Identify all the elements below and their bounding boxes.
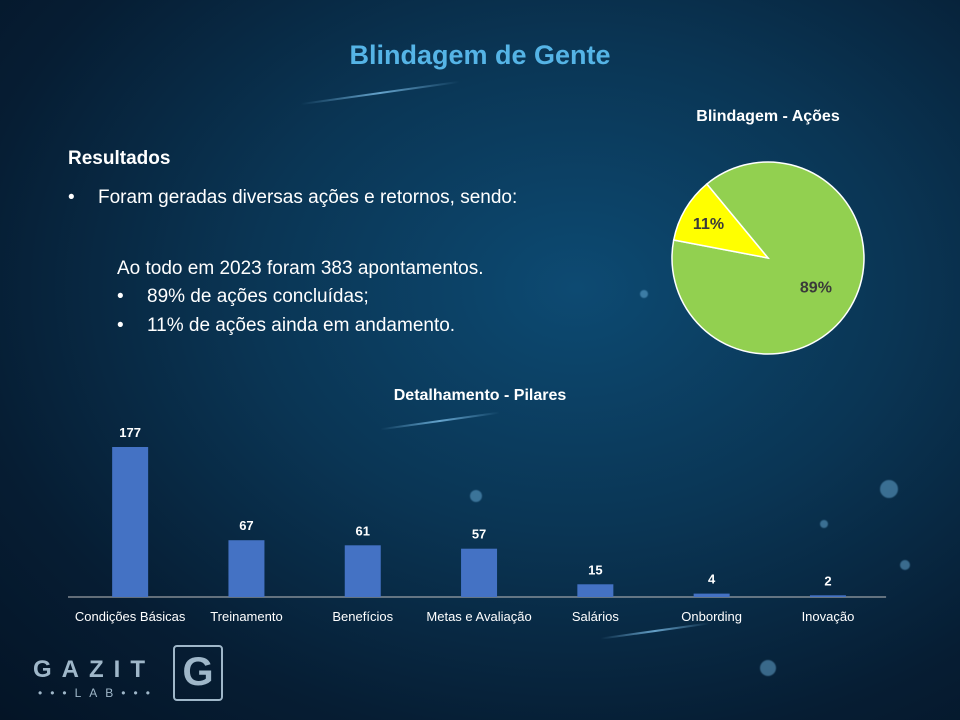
bar [693,593,730,597]
bar [344,545,381,597]
bar-value-label: 61 [356,523,370,538]
pie-chart: 89% 11% [671,161,865,355]
intro-bullet: • Foram geradas diversas ações e retornos… [68,187,517,209]
bar-value-label: 57 [472,527,486,542]
bullet-marker: • [68,187,75,208]
category-tick-label: Condições Básicas [75,609,186,624]
pie-chart-title: Blindagem - Ações [696,108,840,125]
bullet-marker: • [117,286,124,307]
bar-value-label: 4 [708,572,716,587]
bar [461,548,498,597]
page-title: Blindagem de Gente [349,40,611,70]
pie-slice [671,161,865,355]
bar-chart: 177 Condições Básicas 67 Treinamento 61 Benef… [68,425,887,624]
results-heading: Resultados [68,148,171,169]
logo-mark-icon: G [173,645,223,701]
category-tick-label: Inovação [802,609,855,624]
bar [112,447,149,597]
bar-value-label: 2 [824,573,831,588]
pie-slice [672,182,770,260]
category-tick-label: Onbording [681,609,742,624]
logo-sub: •••LAB••• [38,686,158,700]
pie-slice-label: 11% [693,216,724,233]
pie-slice-label: 89% [800,279,832,296]
intro-text: Foram geradas diversas ações e retornos,… [98,187,518,208]
category-tick-label: Metas e Avaliação [426,609,531,624]
category-tick-label: Salários [572,609,619,624]
bar [228,540,265,597]
bar [577,584,614,597]
list-item: • 89% de ações concluídas; [117,286,369,308]
list-item-text: 89% de ações concluídas; [147,286,369,307]
bar-chart-title: Detalhamento - Pilares [393,387,567,404]
category-tick-label: Treinamento [210,609,283,624]
bar-value-label: 15 [588,562,602,577]
gazit-lab-logo: GAZIT •••LAB••• G [28,640,228,710]
total-line: Ao todo em 2023 foram 383 apontamentos. [117,258,484,279]
list-item: • 11% de ações ainda em andamento. [117,315,455,337]
logo-word: GAZIT [33,656,155,683]
bullet-marker: • [117,315,124,336]
list-item-text: 11% de ações ainda em andamento. [147,315,456,336]
bar [809,595,846,597]
category-tick-label: Benefícios [332,609,393,624]
bar-value-label: 177 [119,425,141,440]
bar-value-label: 67 [239,518,253,533]
